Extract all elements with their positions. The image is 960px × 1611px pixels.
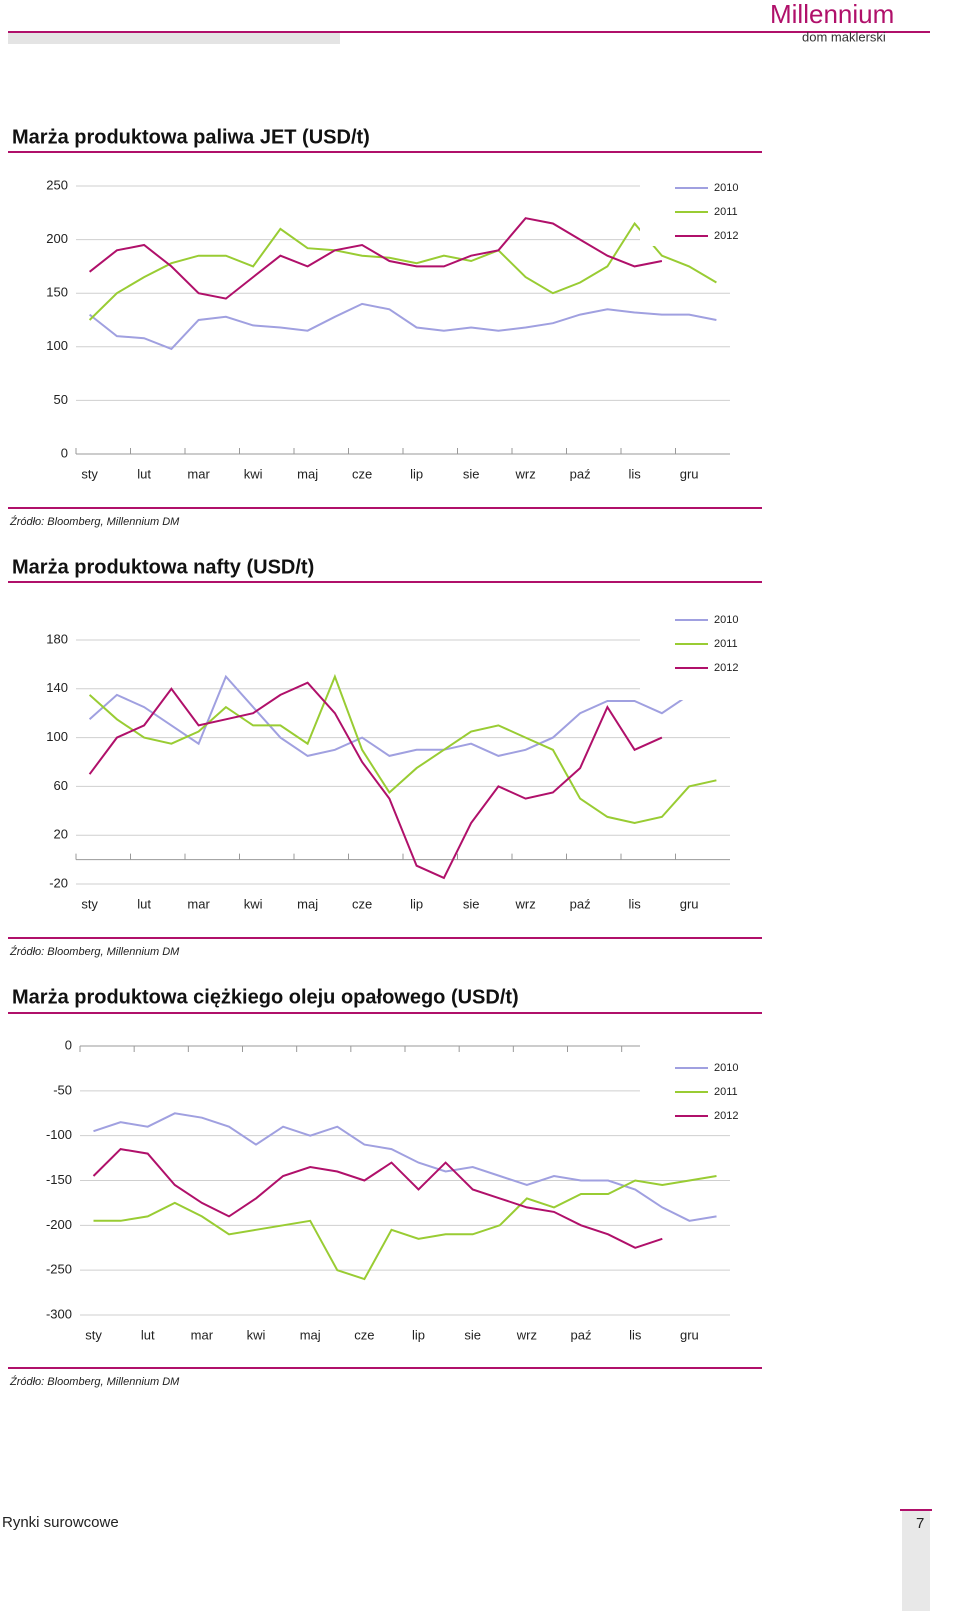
x-tick-label: kwi [247,1327,266,1342]
x-tick-label: lut [137,896,151,911]
x-tick-label: cze [352,896,372,911]
x-tick-label: lip [410,466,423,481]
x-tick-label: lis [629,1327,642,1342]
legend-label: 2012 [714,662,738,674]
x-tick-label: lut [141,1327,155,1342]
y-tick-label: 140 [46,680,68,695]
series-line [88,673,717,825]
series-line [88,674,717,757]
y-tick-label: 50 [54,392,68,407]
legend-bg [640,174,750,246]
x-tick-label: gru [680,1327,699,1342]
chart-title: Marża produktowa paliwa JET (USD/t) [12,126,370,148]
x-tick-label: maj [297,466,318,481]
x-tick-label: lis [628,466,641,481]
x-tick-label: sie [463,466,480,481]
x-tick-label: paź [570,466,591,481]
x-tick-label: kwi [244,466,263,481]
x-tick-label: paź [570,896,591,911]
source: Źródło: Bloomberg, Millennium DM [9,945,180,958]
footer-section: Rynki surowcowe [2,1514,119,1531]
x-tick-label: cze [352,466,372,481]
header-bar [8,32,340,44]
y-tick-label: 250 [46,177,68,192]
x-tick-label: maj [300,1327,321,1342]
y-tick-label: 0 [61,445,68,460]
y-tick-label: -250 [46,1262,72,1277]
x-tick-label: lis [628,896,641,911]
chart-title: Marża produktowa nafty (USD/t) [12,556,314,578]
x-tick-label: sty [85,1327,102,1342]
legend-label: 2011 [714,638,738,650]
x-tick-label: sty [81,466,98,481]
series-line [92,1148,663,1249]
legend-label: 2010 [714,182,738,194]
source: Źródło: Bloomberg, Millennium DM [9,1375,180,1388]
legend-label: 2011 [714,206,738,218]
x-tick-label: mar [187,466,210,481]
footer-bar [902,1510,930,1611]
x-tick-label: wrz [515,466,536,481]
x-tick-label: wrz [515,896,536,911]
y-tick-label: 60 [54,778,68,793]
x-tick-label: lip [410,896,423,911]
legend-label: 2010 [714,614,738,626]
source: Źródło: Bloomberg, Millennium DM [9,515,180,528]
y-tick-label: -20 [49,875,68,890]
x-tick-label: sie [463,896,480,911]
y-tick-label: 100 [46,338,68,353]
y-tick-label: 200 [46,231,68,246]
series-line [88,302,717,351]
y-tick-label: -300 [46,1306,72,1321]
legend-label: 2011 [714,1086,738,1098]
y-tick-label: 180 [46,631,68,646]
y-tick-label: -100 [46,1127,72,1142]
x-tick-label: lut [137,466,151,481]
series-line [88,217,663,300]
x-tick-label: cze [354,1327,374,1342]
legend-label: 2012 [714,230,738,242]
y-tick-label: -50 [53,1082,72,1097]
y-tick-label: -200 [46,1217,72,1232]
legend-label: 2012 [714,1110,738,1122]
chart-title: Marża produktowa ciężkiego oleju opałowe… [12,986,519,1008]
y-tick-label: 20 [54,827,68,842]
series-line [93,1112,717,1222]
series-line [93,1175,717,1281]
y-tick-label: 100 [46,729,68,744]
x-tick-label: lip [412,1327,425,1342]
x-tick-label: sty [81,896,98,911]
x-tick-label: wrz [516,1327,537,1342]
x-tick-label: maj [297,896,318,911]
x-tick-label: mar [187,896,210,911]
legend-bg [640,1034,750,1106]
y-tick-label: 150 [46,285,68,300]
x-tick-label: paź [571,1327,592,1342]
page-number: 7 [916,1515,924,1532]
series-line [88,221,717,321]
x-tick-label: sie [464,1327,481,1342]
logo-sub: dom maklerski [802,29,886,44]
y-tick-label: -150 [46,1172,72,1187]
logo: Millennium [770,0,894,29]
x-tick-label: mar [191,1327,214,1342]
legend-label: 2010 [714,1062,738,1074]
x-tick-label: kwi [244,896,263,911]
series-line [88,681,663,880]
legend-bg [640,628,750,700]
x-tick-label: gru [680,466,699,481]
y-tick-label: 0 [65,1037,72,1052]
x-tick-label: gru [680,896,699,911]
